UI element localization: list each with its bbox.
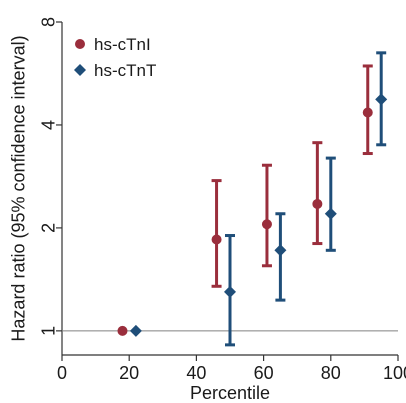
- legend-marker: [75, 39, 85, 49]
- data-point: [224, 285, 236, 298]
- series-layer: [117, 51, 388, 347]
- axes-layer: 0 20 40 60 80 100 1 2 4 8: [38, 17, 406, 383]
- x-tick-label: 40: [186, 363, 206, 383]
- data-point: [117, 325, 128, 336]
- y-tick-label: 8: [38, 17, 58, 27]
- data-point: [211, 234, 222, 245]
- x-tick-label: 0: [57, 363, 67, 383]
- data-point: [324, 207, 337, 220]
- data-point: [129, 324, 142, 337]
- legend: hs-cTnI hs-cTnT: [74, 35, 156, 80]
- legend-label: hs-cTnT: [94, 61, 156, 80]
- data-point: [375, 93, 388, 106]
- x-tick-label: 80: [321, 363, 341, 383]
- x-axis-title: Percentile: [190, 383, 270, 403]
- y-tick-label: 1: [38, 326, 58, 336]
- series-hs-ctni: [117, 64, 373, 336]
- y-tick-label: 2: [38, 223, 58, 233]
- series-hs-ctnt: [129, 51, 388, 347]
- x-tick-label: 20: [119, 363, 139, 383]
- y-axis-title: Hazard ratio (95% confidence interval): [8, 35, 28, 341]
- legend-label: hs-cTnI: [94, 35, 151, 54]
- data-point: [312, 198, 323, 209]
- data-point: [274, 244, 287, 257]
- legend-marker: [74, 64, 86, 76]
- data-point: [362, 107, 373, 118]
- y-tick-label: 4: [38, 120, 58, 130]
- x-tick-label: 100: [383, 363, 406, 383]
- x-tick-label: 60: [254, 363, 274, 383]
- data-point: [261, 219, 272, 230]
